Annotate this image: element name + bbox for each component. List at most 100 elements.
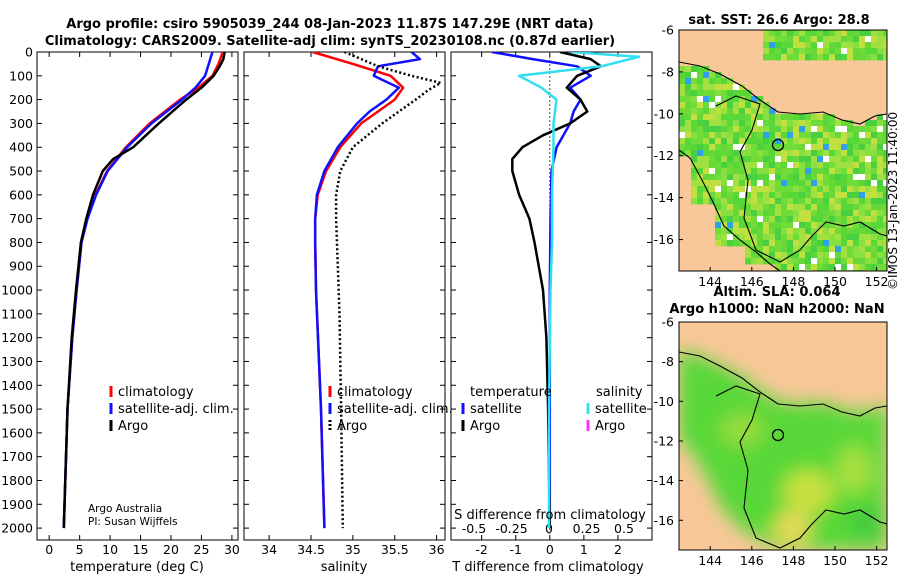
sst-cell bbox=[769, 144, 776, 151]
sst-cell bbox=[721, 126, 728, 133]
sla-coastline-north bbox=[679, 351, 887, 417]
sst-cell bbox=[817, 162, 824, 169]
sst-map-frame bbox=[678, 29, 888, 272]
sst-reef-outline bbox=[715, 95, 887, 263]
sst-cell bbox=[739, 150, 746, 157]
x-tick-label: 5 bbox=[76, 542, 84, 557]
sst-cell bbox=[787, 258, 794, 265]
lon-tick-label: 152 bbox=[865, 553, 889, 568]
sst-cell bbox=[679, 144, 686, 151]
sst-cell bbox=[733, 222, 740, 229]
sst-cell bbox=[883, 180, 887, 187]
sst-cell bbox=[823, 132, 830, 139]
sst-cell bbox=[703, 108, 710, 115]
sst-cell bbox=[697, 198, 704, 205]
sst-cell bbox=[727, 78, 734, 85]
sst-cell bbox=[727, 90, 734, 97]
lon-tick-label: 150 bbox=[823, 274, 847, 289]
sst-cell bbox=[877, 126, 884, 133]
sst-cell bbox=[685, 108, 692, 115]
sst-cell bbox=[817, 234, 824, 241]
sst-cell bbox=[733, 150, 740, 157]
sst-cell bbox=[805, 126, 812, 133]
sst-cell bbox=[841, 156, 848, 163]
sst-cell bbox=[841, 132, 848, 139]
sst-cell bbox=[775, 54, 782, 61]
sst-cell bbox=[799, 222, 806, 229]
sst-cell bbox=[763, 126, 770, 133]
sst-cell bbox=[757, 258, 764, 265]
sst-cell bbox=[883, 150, 887, 157]
sst-cell bbox=[883, 258, 887, 265]
sst-cell bbox=[709, 186, 716, 193]
sst-cell bbox=[745, 228, 752, 235]
sst-cell bbox=[763, 174, 770, 181]
sst-cell bbox=[877, 204, 884, 211]
lat-tick-label: -10 bbox=[654, 106, 674, 121]
sst-cell bbox=[859, 210, 866, 217]
sst-cell bbox=[685, 144, 692, 151]
sst-cell bbox=[859, 168, 866, 175]
sst-cell bbox=[841, 162, 848, 169]
sst-cell bbox=[835, 126, 842, 133]
sst-cell bbox=[871, 150, 878, 157]
sst-cell bbox=[835, 258, 842, 265]
difference-temperature-legend: temperature satellite Argo bbox=[461, 385, 552, 434]
sst-cell bbox=[847, 264, 854, 271]
sst-cell bbox=[883, 126, 887, 133]
sst-cell bbox=[835, 144, 842, 151]
sst-cell bbox=[865, 228, 872, 235]
sst-cell bbox=[877, 150, 884, 157]
sst-cell bbox=[757, 198, 764, 205]
sst-cell bbox=[811, 204, 818, 211]
sst-cell bbox=[775, 42, 782, 49]
temperature-x-axis: 0 5 10 15 20 25 30 bbox=[45, 52, 240, 557]
sst-cell bbox=[745, 138, 752, 145]
sst-cell bbox=[721, 162, 728, 169]
sst-cell bbox=[775, 204, 782, 211]
lat-tick-label: -12 bbox=[654, 433, 674, 448]
sst-cell bbox=[829, 30, 836, 37]
sst-cell bbox=[745, 156, 752, 163]
sst-cell bbox=[829, 258, 836, 265]
sst-cell bbox=[745, 258, 752, 265]
sst-cell bbox=[811, 180, 818, 187]
sst-cell bbox=[745, 114, 752, 121]
sst-cell bbox=[739, 204, 746, 211]
sst-cell bbox=[769, 180, 776, 187]
sst-cell bbox=[865, 192, 872, 199]
sst-cell bbox=[769, 258, 776, 265]
lon-tick-label: 148 bbox=[781, 553, 805, 568]
sst-cell bbox=[691, 126, 698, 133]
sst-cell bbox=[739, 174, 746, 181]
sst-cell bbox=[853, 156, 860, 163]
sst-cell bbox=[751, 168, 758, 175]
sst-cell bbox=[865, 234, 872, 241]
legend-label-argo: Argo bbox=[337, 419, 367, 434]
sst-cell bbox=[715, 90, 722, 97]
s-satellite-line bbox=[517, 52, 641, 529]
x-tick-label: 36 bbox=[429, 542, 445, 557]
sst-cell bbox=[817, 264, 824, 271]
sst-cell bbox=[859, 174, 866, 181]
sst-cell bbox=[781, 246, 788, 253]
sst-cell bbox=[739, 168, 746, 175]
sst-cell bbox=[787, 138, 794, 145]
sst-cell bbox=[877, 174, 884, 181]
sst-cell bbox=[853, 264, 860, 271]
sst-cell bbox=[769, 210, 776, 217]
sst-cell bbox=[733, 174, 740, 181]
sst-cell bbox=[841, 252, 848, 259]
sst-cell bbox=[733, 216, 740, 223]
sst-cell bbox=[697, 96, 704, 103]
salinity-panel: 34 34.5 35 35.5 36 salinity climatology sate… bbox=[243, 51, 453, 575]
sst-cell bbox=[751, 186, 758, 193]
sst-cell bbox=[835, 150, 842, 157]
sst-cell bbox=[871, 198, 878, 205]
sst-cell bbox=[733, 198, 740, 205]
sst-cell bbox=[727, 150, 734, 157]
satellite-line bbox=[313, 52, 422, 529]
sst-cell bbox=[763, 48, 770, 55]
sst-cell bbox=[715, 96, 722, 103]
sst-cell bbox=[859, 264, 866, 271]
